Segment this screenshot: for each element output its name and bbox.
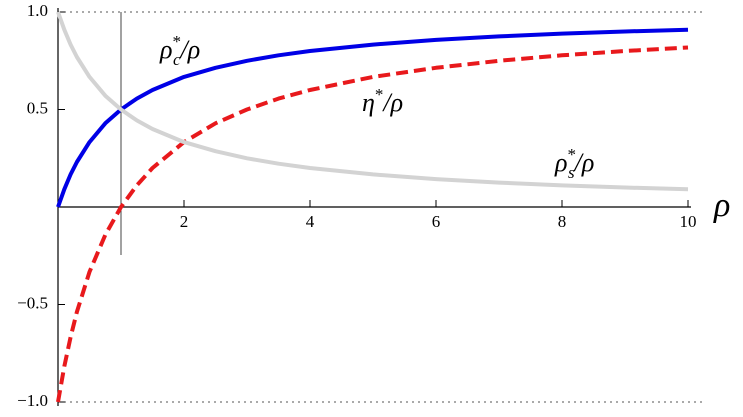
label-sup: * <box>172 32 181 51</box>
series-line <box>56 11 689 192</box>
y-tick-label: −0.5 <box>17 293 48 312</box>
series-label: η*/ρ <box>362 85 403 117</box>
label-rest: /ρ <box>179 35 201 64</box>
y-tick-label: 1.0 <box>27 1 48 20</box>
x-tick-label: 2 <box>180 212 189 231</box>
x-tick-label: 6 <box>432 212 441 231</box>
y-tick-label: 0.5 <box>27 98 48 117</box>
series-line <box>56 45 689 403</box>
y-tick-label: −1.0 <box>17 391 48 410</box>
label-base: η <box>362 88 375 117</box>
label-sub: s <box>568 163 575 182</box>
x-tick-label: 8 <box>558 212 567 231</box>
label-sup: * <box>567 145 576 164</box>
series-label: ρ* s/ρ <box>554 145 594 182</box>
label-sub: c <box>173 50 181 69</box>
label-rest: /ρ <box>573 148 595 177</box>
label-sup: * <box>375 85 384 104</box>
x-axis-label: ρ <box>713 187 730 224</box>
label-rest: /ρ <box>381 88 403 117</box>
series-line <box>56 27 689 208</box>
x-tick-label: 4 <box>306 212 315 231</box>
x-tick-label: 10 <box>680 212 697 231</box>
label-base: ρ <box>159 35 172 64</box>
series-label: ρ* c/ρ <box>159 32 200 69</box>
label-base: ρ <box>554 148 567 177</box>
